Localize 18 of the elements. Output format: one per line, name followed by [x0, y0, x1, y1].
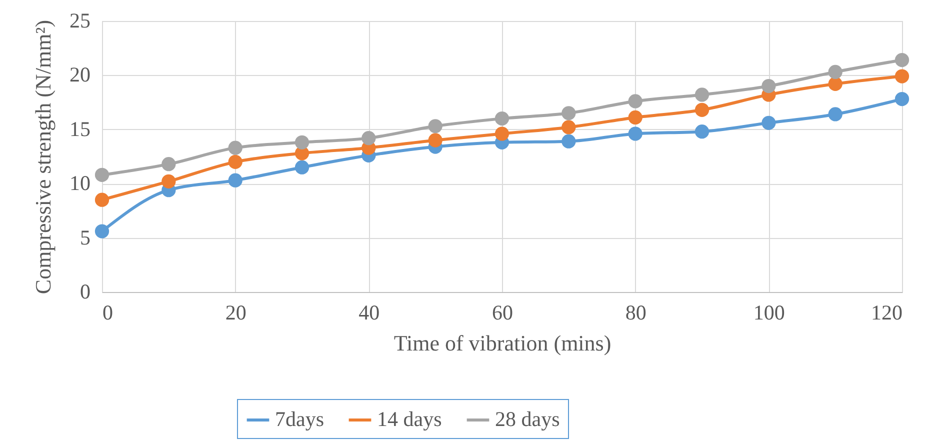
x-tick-label: 20 [225, 300, 246, 324]
x-tick-label: 60 [492, 300, 513, 324]
y-tick-label: 20 [70, 62, 90, 87]
legend-label: 7days [275, 407, 324, 431]
y-tick-label: 5 [80, 225, 90, 250]
legend-label: 14 days [377, 407, 442, 431]
x-tick-label: 0 [102, 300, 113, 324]
y-tick-label: 25 [70, 8, 90, 32]
x-tick-label: 40 [358, 300, 380, 324]
y-tick-label: 10 [70, 171, 90, 196]
x-tick-label: 80 [625, 300, 646, 324]
y-tick-label: 15 [70, 116, 90, 141]
x-axis-title: Time of vibration (mins) [394, 330, 612, 356]
legend-label: 28 days [495, 407, 560, 431]
x-tick-label: 100 [753, 300, 785, 324]
y-axis-title: Compressive strength (N/mm²) [30, 20, 56, 294]
y-tick-label: 0 [80, 280, 90, 304]
x-tick-label: 120 [871, 300, 902, 324]
